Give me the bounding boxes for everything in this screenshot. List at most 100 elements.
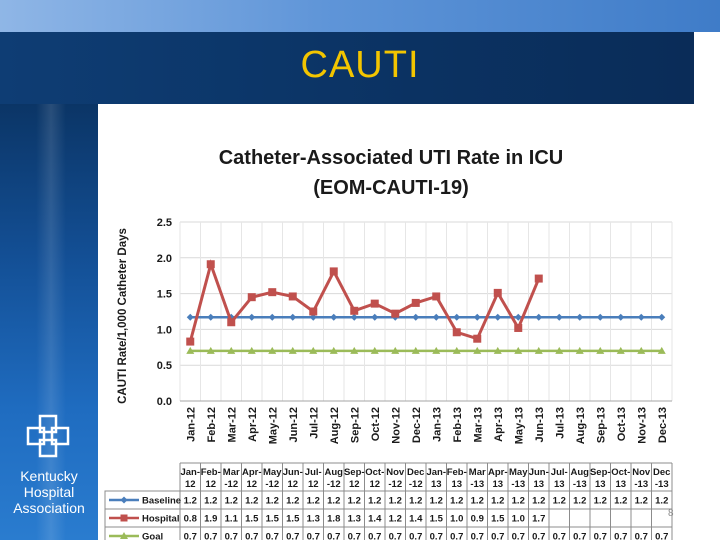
x-tick-label: May-13 — [513, 407, 525, 444]
table-value-cell: 1.3 — [348, 514, 361, 525]
data-point-hospital — [493, 288, 502, 297]
table-value-cell: 1.2 — [430, 496, 443, 507]
table-value-cell: 0.9 — [471, 514, 484, 525]
x-tick-label: Nov-12 — [390, 407, 402, 444]
table-header-cell: May — [263, 467, 282, 478]
chart-title: Catheter-Associated UTI Rate in ICU — [219, 147, 564, 169]
table-value-cell: 1.2 — [553, 496, 566, 507]
table-value-cell: 0.7 — [614, 532, 627, 541]
table-value-cell: 0.7 — [655, 532, 668, 541]
data-point-hospital — [432, 292, 441, 301]
data-point-goal — [268, 346, 277, 354]
table-header-cell: -12 — [327, 479, 341, 490]
data-point-baseline — [617, 313, 625, 321]
table-header-cell: 12 — [287, 479, 298, 490]
table-value-cell: 1.2 — [389, 496, 402, 507]
data-point-goal — [329, 346, 338, 354]
table-value-cell: 1.2 — [491, 496, 504, 507]
data-point-baseline — [268, 313, 276, 321]
x-tick-label: Sep-12 — [349, 407, 361, 443]
table-value-cell: 1.2 — [389, 514, 402, 525]
table-value-cell: 1.2 — [655, 496, 668, 507]
x-tick-label: Jul-12 — [308, 407, 320, 439]
table-header-cell: -13 — [511, 479, 525, 490]
table-value-cell: 0.7 — [184, 532, 197, 541]
table-header-cell: 13 — [595, 479, 606, 490]
data-point-goal — [186, 346, 195, 354]
table-value-cell: 0.7 — [348, 532, 361, 541]
data-point-goal — [657, 346, 666, 354]
x-tick-label: Aug-13 — [575, 407, 587, 444]
table-value-cell: 0.7 — [573, 532, 586, 541]
table-value-cell: 1.5 — [286, 514, 300, 525]
table-value-cell: 1.4 — [409, 514, 423, 525]
x-tick-label: Mar-12 — [226, 407, 238, 442]
page-number: 8 — [668, 508, 674, 519]
table-header-cell: Apr- — [242, 467, 262, 478]
cauti-chart: Catheter-Associated UTI Rate in ICU (EOM… — [104, 147, 673, 545]
table-header-cell: May — [509, 467, 528, 478]
table-value-cell: 0.7 — [553, 532, 566, 541]
table-value-cell: 1.2 — [184, 496, 197, 507]
x-tick-label: Jan-12 — [185, 407, 197, 442]
data-point-baseline — [637, 313, 645, 321]
x-tick-label: Feb-12 — [206, 407, 218, 442]
data-point-baseline — [207, 313, 215, 321]
chart-subtitle: (EOM-CAUTI-19) — [313, 177, 469, 199]
data-point-goal — [411, 346, 420, 354]
x-tick-label: Jun-12 — [288, 407, 300, 442]
x-tick-label: Sep-13 — [595, 407, 607, 443]
x-tick-label: Feb-13 — [452, 407, 464, 442]
table-header-cell: Dec — [407, 467, 424, 478]
x-tick-label: Apr-13 — [493, 407, 505, 442]
data-point-goal — [370, 346, 379, 354]
data-point-goal — [247, 346, 256, 354]
table-value-cell: 1.2 — [450, 496, 463, 507]
x-tick-label: Nov-13 — [636, 407, 648, 444]
table-value-cell: 1.2 — [286, 496, 299, 507]
table-header-cell: Jan- — [426, 467, 446, 478]
x-tick-label: Dec-12 — [411, 407, 423, 443]
table-value-cell: 1.7 — [532, 514, 545, 525]
table-value-cell: 1.8 — [327, 514, 340, 525]
table-value-cell: 1.2 — [266, 496, 279, 507]
table-header-cell: 12 — [205, 479, 216, 490]
data-point-goal — [473, 346, 482, 354]
data-point-hospital — [350, 306, 359, 315]
table-value-cell: 0.7 — [471, 532, 484, 541]
data-point-goal — [616, 346, 625, 354]
table-value-cell: 0.7 — [594, 532, 607, 541]
data-point-hospital — [288, 292, 297, 301]
table-value-cell: 0.7 — [225, 532, 238, 541]
table-header-cell: Oct- — [611, 467, 630, 478]
data-point-goal — [452, 346, 461, 354]
table-value-cell: 1.2 — [245, 496, 258, 507]
top-accent-bar — [0, 0, 720, 32]
table-header-cell: 12 — [369, 479, 380, 490]
data-point-hospital — [534, 274, 543, 283]
table-header-cell: Dec — [653, 467, 670, 478]
table-header-cell: Oct- — [365, 467, 384, 478]
table-header-cell: 12 — [308, 479, 319, 490]
y-tick-label: 2.5 — [157, 217, 172, 229]
data-point-goal — [596, 346, 605, 354]
table-header-cell: Feb- — [201, 467, 221, 478]
table-value-cell: 0.7 — [450, 532, 463, 541]
table-header-cell: Aug — [325, 467, 344, 478]
data-point-baseline — [453, 313, 461, 321]
y-tick-label: 1.0 — [157, 324, 172, 336]
x-tick-label: Apr-12 — [247, 407, 259, 442]
x-tick-label: Aug-12 — [329, 407, 341, 444]
data-point-baseline — [412, 313, 420, 321]
data-point-goal — [534, 346, 543, 354]
table-value-cell: 1.2 — [573, 496, 586, 507]
table-header-cell: Aug — [571, 467, 590, 478]
table-header-cell: 13 — [492, 479, 503, 490]
data-point-goal — [575, 346, 584, 354]
chart-panel: Catheter-Associated UTI Rate in ICU (EOM… — [98, 104, 694, 545]
logo-line-1: Kentucky — [20, 468, 78, 484]
legend-label-hospital: Hospital — [142, 514, 179, 525]
y-tick-label: 0.5 — [157, 360, 172, 372]
table-header-cell: Jun- — [529, 467, 549, 478]
x-tick-label: May-12 — [267, 407, 279, 444]
